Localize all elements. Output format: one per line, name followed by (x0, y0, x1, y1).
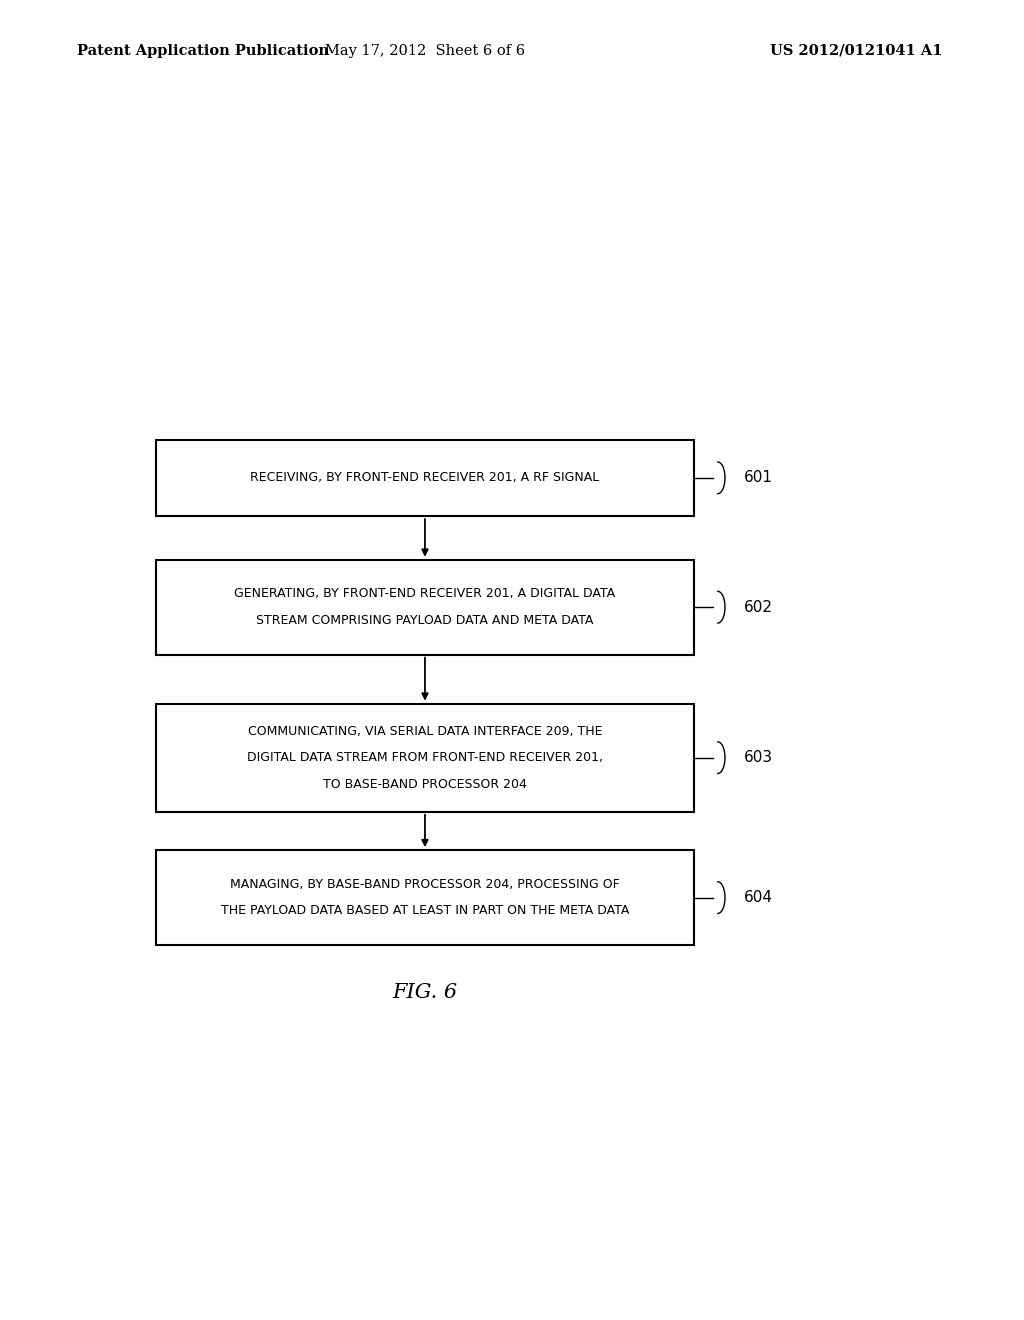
Text: THE PAYLOAD DATA BASED AT LEAST IN PART ON THE META DATA: THE PAYLOAD DATA BASED AT LEAST IN PART … (221, 904, 629, 917)
Text: MANAGING, BY BASE-BAND PROCESSOR 204, PROCESSING OF: MANAGING, BY BASE-BAND PROCESSOR 204, PR… (230, 878, 620, 891)
Bar (156, 850, 694, 945)
Bar (156, 704, 694, 812)
Text: 603: 603 (743, 750, 772, 766)
Bar (156, 560, 694, 655)
Text: RECEIVING, BY FRONT-END RECEIVER 201, A RF SIGNAL: RECEIVING, BY FRONT-END RECEIVER 201, A … (250, 471, 600, 484)
Text: DIGITAL DATA STREAM FROM FRONT-END RECEIVER 201,: DIGITAL DATA STREAM FROM FRONT-END RECEI… (247, 751, 603, 764)
Text: FIG. 6: FIG. 6 (392, 983, 458, 1002)
Text: Patent Application Publication: Patent Application Publication (77, 44, 329, 58)
Text: STREAM COMPRISING PAYLOAD DATA AND META DATA: STREAM COMPRISING PAYLOAD DATA AND META … (256, 614, 594, 627)
Text: US 2012/0121041 A1: US 2012/0121041 A1 (770, 44, 942, 58)
Text: 601: 601 (743, 470, 772, 486)
Text: May 17, 2012  Sheet 6 of 6: May 17, 2012 Sheet 6 of 6 (325, 44, 525, 58)
Text: COMMUNICATING, VIA SERIAL DATA INTERFACE 209, THE: COMMUNICATING, VIA SERIAL DATA INTERFACE… (248, 725, 602, 738)
Text: TO BASE-BAND PROCESSOR 204: TO BASE-BAND PROCESSOR 204 (323, 777, 527, 791)
Text: GENERATING, BY FRONT-END RECEIVER 201, A DIGITAL DATA: GENERATING, BY FRONT-END RECEIVER 201, A… (234, 587, 615, 601)
Bar (156, 440, 694, 516)
Text: 602: 602 (743, 599, 772, 615)
Text: 604: 604 (743, 890, 772, 906)
